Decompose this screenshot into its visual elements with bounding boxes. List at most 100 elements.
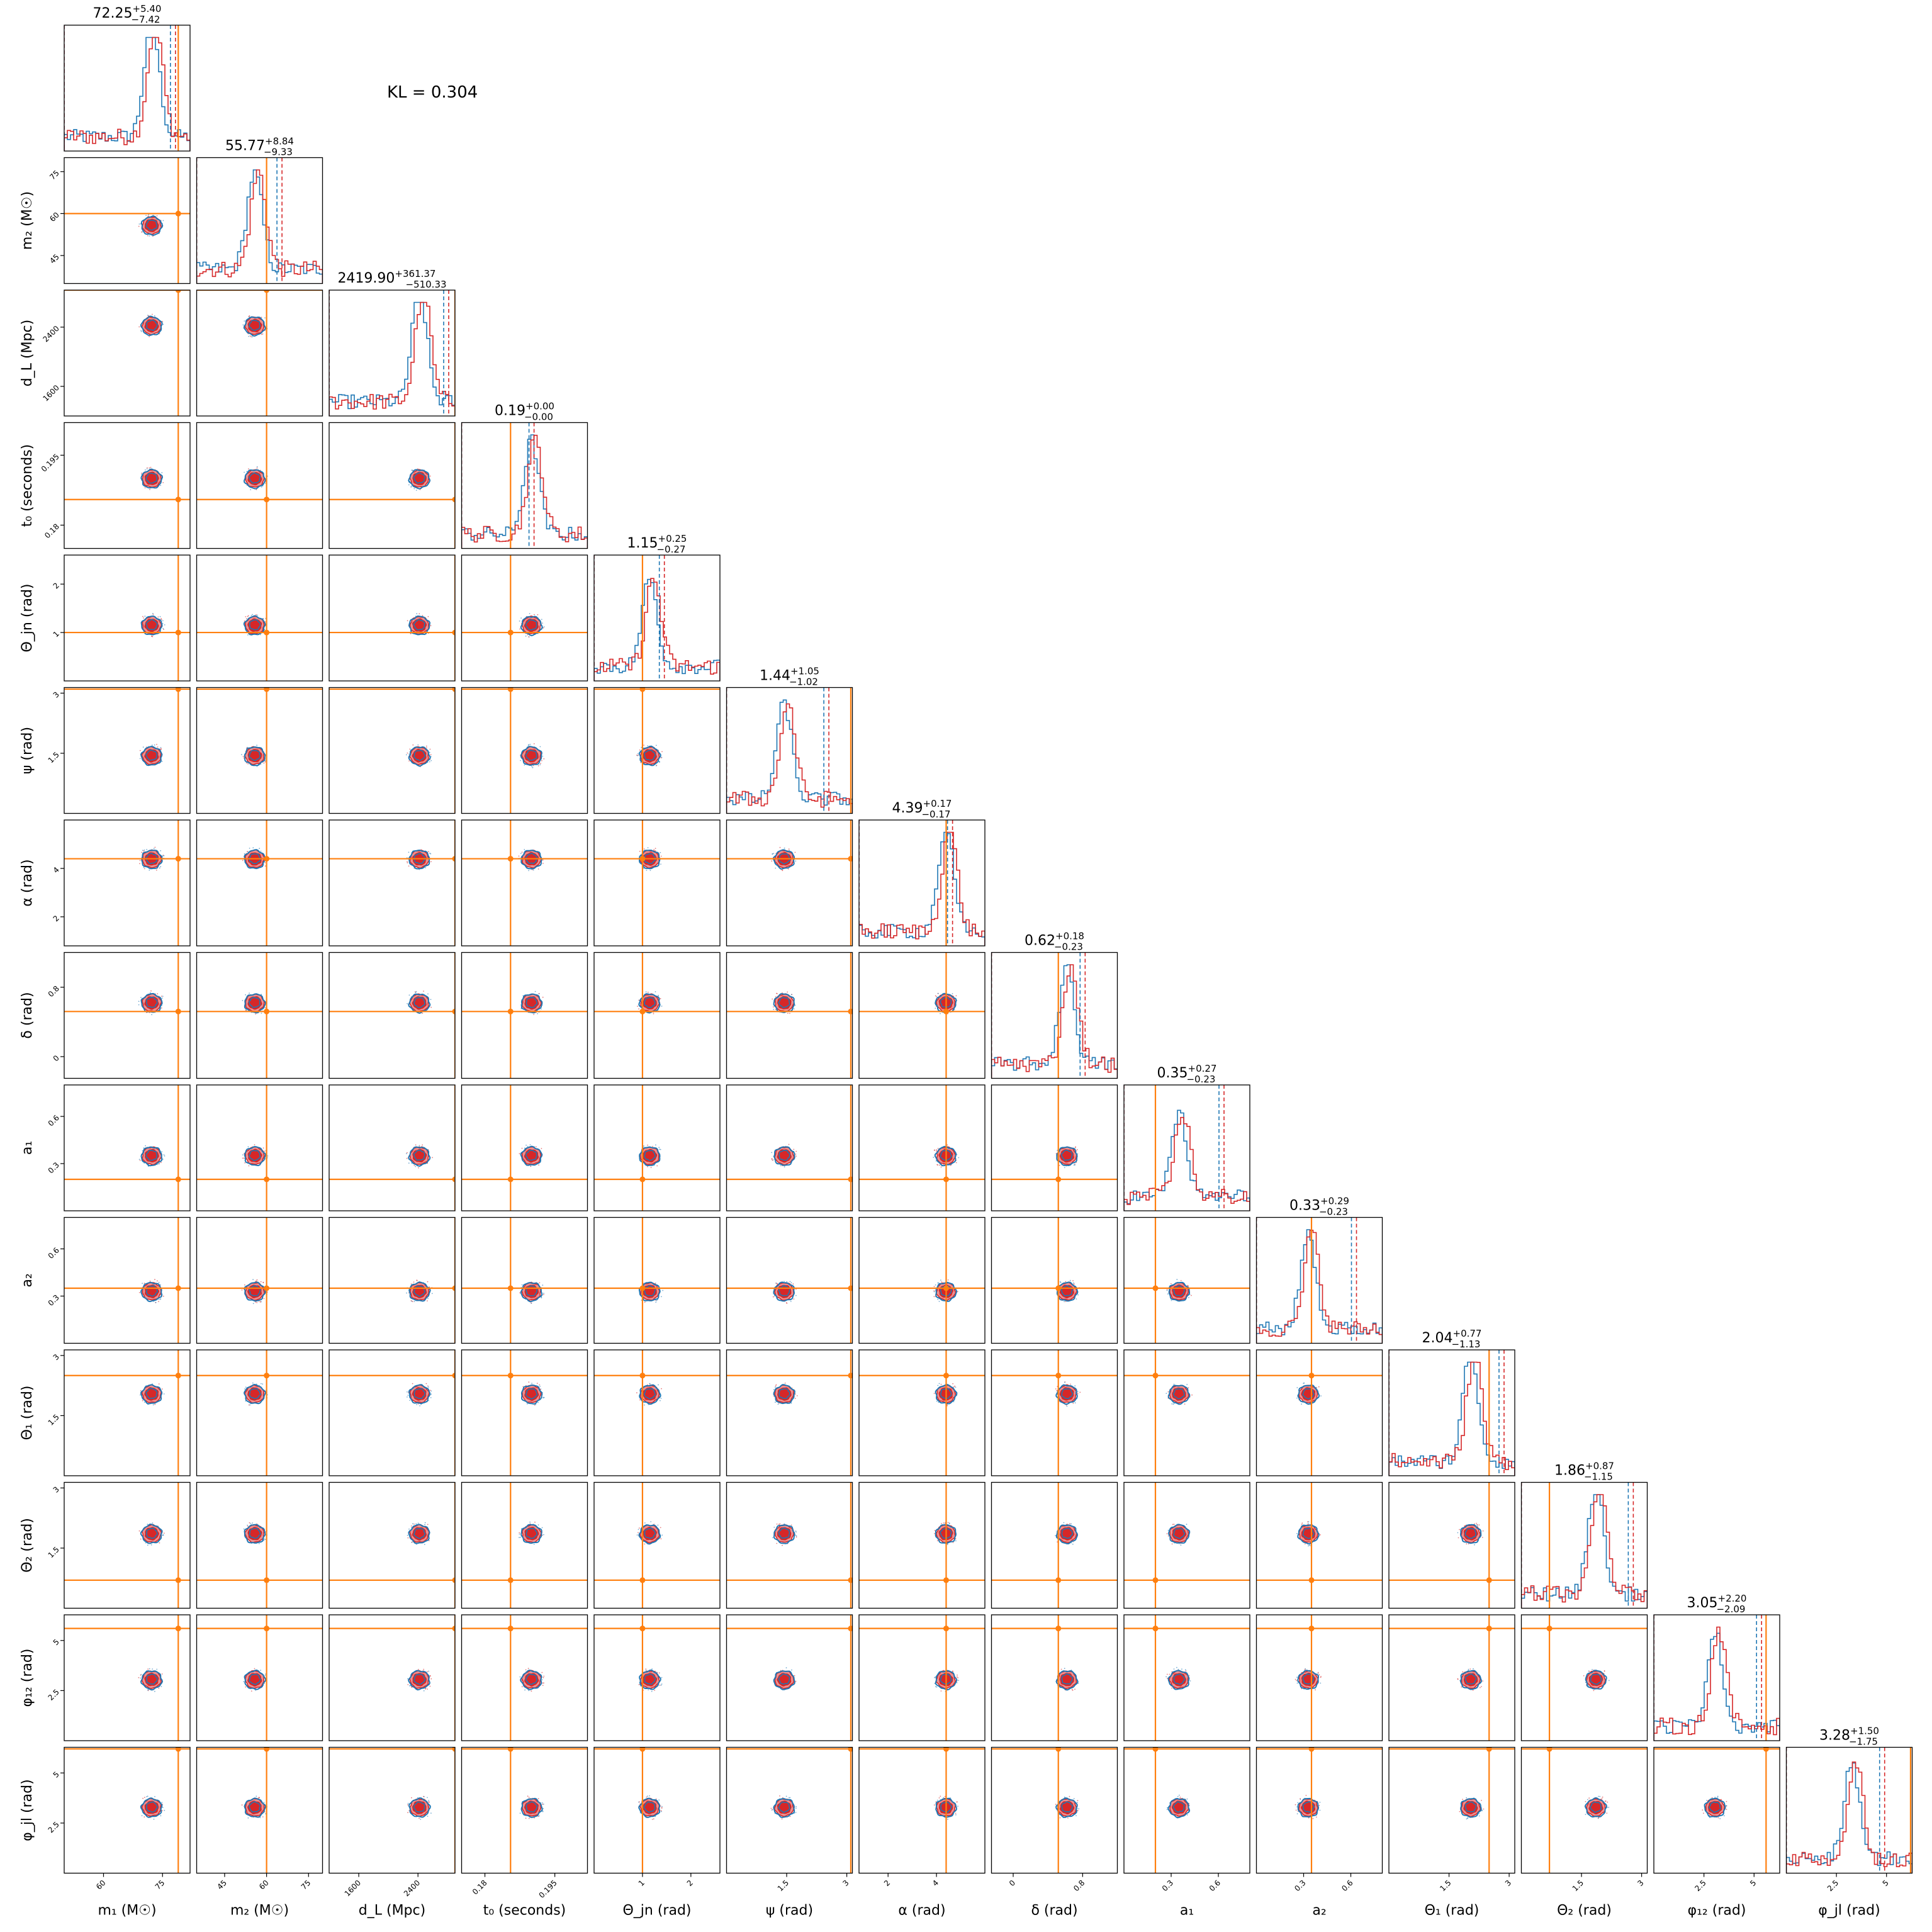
contour-blue-inner: [248, 472, 261, 484]
panel-frame: [461, 952, 588, 1079]
truth-marker: [1546, 1626, 1553, 1632]
sample-point: [1074, 1688, 1076, 1690]
sample-point: [425, 1383, 427, 1384]
sample-point: [783, 1281, 785, 1283]
sample-point: [424, 1544, 425, 1546]
sample-point: [543, 626, 545, 627]
sample-point: [1074, 1163, 1076, 1165]
contour-blue-inner: [413, 1285, 426, 1297]
panel-frame: [1388, 1349, 1515, 1476]
contour-blue-outer: [1297, 1670, 1320, 1690]
panel-content: [329, 1615, 455, 1741]
sample-point: [139, 863, 140, 865]
sample-point: [796, 1395, 798, 1396]
panel-content: [859, 820, 985, 946]
panel-frame: [991, 1349, 1118, 1476]
contour-blue-inner: [778, 1801, 790, 1813]
y-tick-label: 5: [52, 1637, 61, 1647]
sample-point: [542, 1804, 544, 1805]
sample-point: [795, 860, 797, 862]
contour-blue-outer: [638, 993, 661, 1014]
panel-content: [329, 290, 455, 416]
sample-point: [939, 1164, 940, 1166]
sample-point: [147, 1668, 149, 1670]
sample-point: [243, 757, 245, 759]
sample-point: [643, 848, 645, 850]
sample-point: [416, 1279, 418, 1281]
sample-point: [531, 1690, 532, 1692]
panel-content: [726, 1350, 853, 1476]
sample-point: [775, 996, 777, 997]
sample-point: [953, 1401, 955, 1403]
sample-point: [418, 1668, 419, 1670]
sample-point: [143, 617, 145, 619]
truth-marker: [1486, 1577, 1492, 1583]
panel-frame: [329, 422, 456, 549]
panel-content: [726, 820, 853, 946]
contour-blue-outer: [935, 1524, 957, 1544]
sample-point: [247, 851, 248, 852]
sample-point: [661, 1683, 663, 1685]
panel-content: [64, 157, 190, 284]
y-axis-label: a₁: [20, 1141, 35, 1155]
sample-point: [783, 1523, 785, 1525]
contour-blue-inner: [413, 619, 425, 631]
truth-marker: [507, 629, 514, 636]
sample-point: [244, 1284, 245, 1286]
panel-content: [196, 290, 323, 416]
panel-frame: [196, 1349, 323, 1476]
sample-point: [408, 1528, 410, 1530]
sample-point: [148, 214, 150, 216]
truth-marker: [943, 1373, 949, 1379]
contour-blue-outer: [638, 1797, 661, 1818]
y-axis-label: Θ₂ (rad): [20, 1518, 35, 1573]
contour-blue-outer: [520, 1384, 543, 1405]
truth-marker: [264, 1373, 270, 1379]
truth-marker: [639, 1008, 646, 1014]
sample-point: [1188, 1285, 1189, 1287]
sample-point: [407, 620, 408, 622]
contour-blue-inner: [1061, 1673, 1073, 1685]
sample-point: [936, 1540, 938, 1542]
contour-blue-inner: [413, 1149, 425, 1161]
sample-point: [1170, 1283, 1172, 1284]
contour-blue-outer: [140, 468, 164, 489]
sample-point: [154, 1796, 155, 1797]
contour-blue-inner: [778, 1388, 790, 1400]
panel-10-8: [1123, 1349, 1250, 1476]
sample-point: [938, 1797, 940, 1799]
sample-point: [1077, 1810, 1079, 1811]
panel-frame: [1520, 1481, 1648, 1609]
sample-point: [775, 1283, 777, 1284]
truth-marker: [264, 1747, 270, 1752]
contour-blue-inner: [1173, 1673, 1186, 1685]
contour-blue-outer: [638, 1524, 661, 1545]
panel-6-1: [196, 819, 323, 946]
sample-point: [143, 850, 145, 852]
sample-point: [654, 991, 656, 992]
contour-blue-outer: [520, 1797, 543, 1818]
sample-point: [538, 1164, 539, 1166]
sample-point: [786, 1281, 788, 1283]
sample-point: [541, 1802, 543, 1804]
sample-point: [1173, 1668, 1175, 1670]
sample-point: [660, 1527, 661, 1529]
contour-blue-outer: [638, 1281, 661, 1301]
panel-title: 1.44+1.05 −1.02: [760, 666, 819, 688]
panel-8-3: [461, 1084, 588, 1211]
x-tick-label: 4: [931, 1879, 940, 1888]
contour-blue-inner: [525, 1673, 538, 1685]
panel-frame: [461, 1084, 588, 1211]
sample-point: [661, 1534, 663, 1536]
sample-point: [946, 1405, 948, 1407]
sample-point: [1171, 1687, 1172, 1689]
truth-marker: [639, 1285, 646, 1291]
truth-marker: [175, 1626, 181, 1632]
sample-point: [1461, 1686, 1463, 1688]
sample-point: [138, 1676, 140, 1678]
sample-point: [957, 1674, 958, 1676]
sample-point: [541, 1008, 542, 1010]
sample-point: [795, 1154, 797, 1155]
